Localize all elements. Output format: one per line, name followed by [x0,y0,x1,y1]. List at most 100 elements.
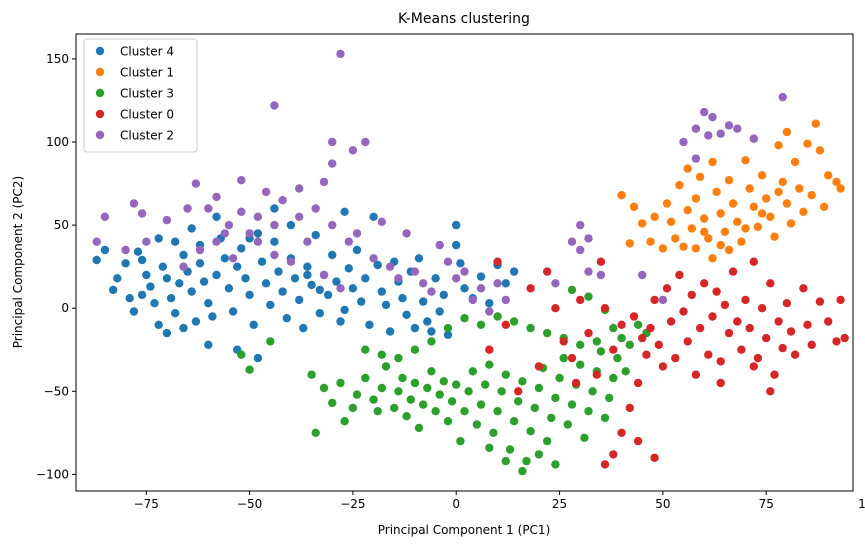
data-point [749,362,758,371]
data-point [646,323,655,333]
data-point [303,270,312,280]
data-point [501,456,510,466]
data-point [307,280,316,290]
data-point [443,417,453,426]
data-point [191,317,201,326]
data-point [237,350,246,359]
data-point [683,337,692,346]
data-point [749,257,758,266]
data-point [154,234,163,243]
data-point [671,234,680,243]
data-point [245,290,254,300]
data-point [584,234,593,243]
data-point [485,299,494,308]
data-point [741,156,750,165]
data-point [654,340,663,349]
data-point [803,320,812,329]
data-point [485,360,494,369]
data-point [766,279,775,288]
data-point [92,255,101,265]
data-point [361,137,370,147]
legend-marker [95,109,105,119]
data-point [704,350,713,359]
data-point [113,274,122,283]
data-point [609,345,618,354]
data-point [555,373,564,383]
data-point [584,407,593,416]
data-point [724,176,734,185]
data-point [443,330,453,339]
data-point [774,141,783,150]
data-point [357,297,366,306]
data-point [319,177,329,187]
data-point [162,215,172,225]
data-point [819,202,829,211]
data-point [617,320,626,329]
data-point [691,370,701,379]
data-point [646,237,655,246]
data-point [220,254,229,263]
data-point [373,407,382,416]
data-point [352,245,362,255]
data-point [609,450,618,459]
data-point [212,270,221,280]
data-point [228,307,238,316]
data-point [199,277,209,286]
data-point [514,397,523,406]
data-point [625,403,634,413]
data-point [733,317,742,326]
data-point [129,307,139,316]
data-point [369,212,378,221]
data-point [245,229,254,238]
data-point [695,172,705,182]
data-point [439,377,448,386]
legend-marker [95,88,105,98]
data-point [245,365,254,374]
data-point [394,387,403,396]
data-point [509,417,519,426]
data-point [278,287,287,296]
data-point [456,259,465,268]
data-point [187,224,196,233]
legend-marker [95,130,105,140]
data-point [452,380,461,389]
data-point [799,284,808,293]
series-cluster-1 [617,119,845,263]
data-point [361,373,370,383]
data-point [311,428,320,437]
data-point [757,209,767,218]
data-point [737,237,746,246]
data-point [716,378,725,388]
data-point [340,207,349,216]
data-point [443,257,453,266]
data-point [435,307,444,316]
data-point [344,237,353,246]
data-point [166,294,176,303]
data-point [348,284,358,293]
data-point [460,267,469,276]
data-point [204,340,213,349]
data-point [691,194,701,203]
data-point [518,377,527,386]
data-point [377,383,386,393]
data-point [592,370,601,379]
data-point [551,460,560,469]
x-tick-label: −75 [134,497,159,511]
data-point [501,320,510,329]
points-layer [92,49,849,476]
data-point [807,340,816,349]
data-point [476,400,486,409]
data-point [629,312,639,321]
data-point [282,314,291,323]
data-point [253,237,263,246]
data-point [625,340,634,349]
data-point [183,204,192,213]
data-point [774,317,783,326]
data-point [121,259,130,268]
data-point [567,285,577,295]
data-point [423,317,432,326]
data-point [175,279,184,288]
data-point [137,209,147,218]
data-point [778,92,787,102]
data-point [390,403,399,413]
